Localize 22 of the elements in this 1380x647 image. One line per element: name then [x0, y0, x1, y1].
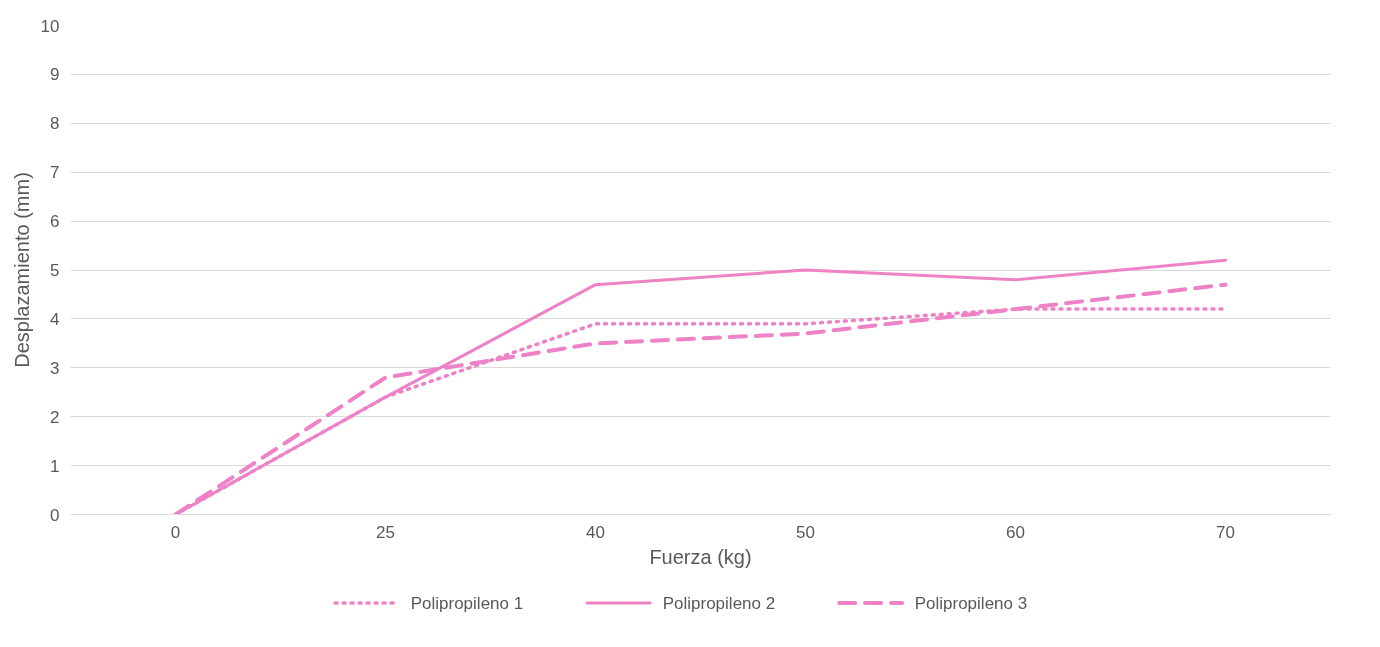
y-tick-label: 6 — [50, 212, 60, 232]
y-tick-label: 5 — [50, 261, 60, 280]
y-tick-label: 1 — [50, 456, 60, 476]
x-tick-label: 25 — [376, 522, 395, 542]
y-tick-label: 7 — [50, 163, 60, 183]
y-tick-label: 9 — [50, 65, 60, 85]
y-tick-label: 3 — [50, 358, 60, 378]
x-tick-label: 50 — [796, 522, 815, 542]
legend-label: Polipropileno 2 — [662, 593, 776, 613]
x-tick-label: 60 — [1006, 522, 1025, 542]
x-tick-label: 70 — [1216, 522, 1235, 542]
y-tick-label: 8 — [50, 114, 60, 134]
legend-label: Polipropileno 3 — [914, 593, 1028, 613]
y-tick-label: 4 — [50, 309, 60, 329]
y-tick-label: 0 — [50, 505, 60, 525]
x-tick-label: 0 — [170, 522, 181, 542]
y-tick-label: 2 — [50, 407, 60, 427]
legend-label: Polipropileno 1 — [410, 593, 524, 613]
y-axis-title: Desplazamiento (mm) — [10, 172, 33, 368]
y-tick-label: 10 — [40, 16, 60, 36]
x-axis-title: Fuerza (kg) — [649, 545, 752, 568]
x-tick-label: 40 — [586, 522, 605, 542]
